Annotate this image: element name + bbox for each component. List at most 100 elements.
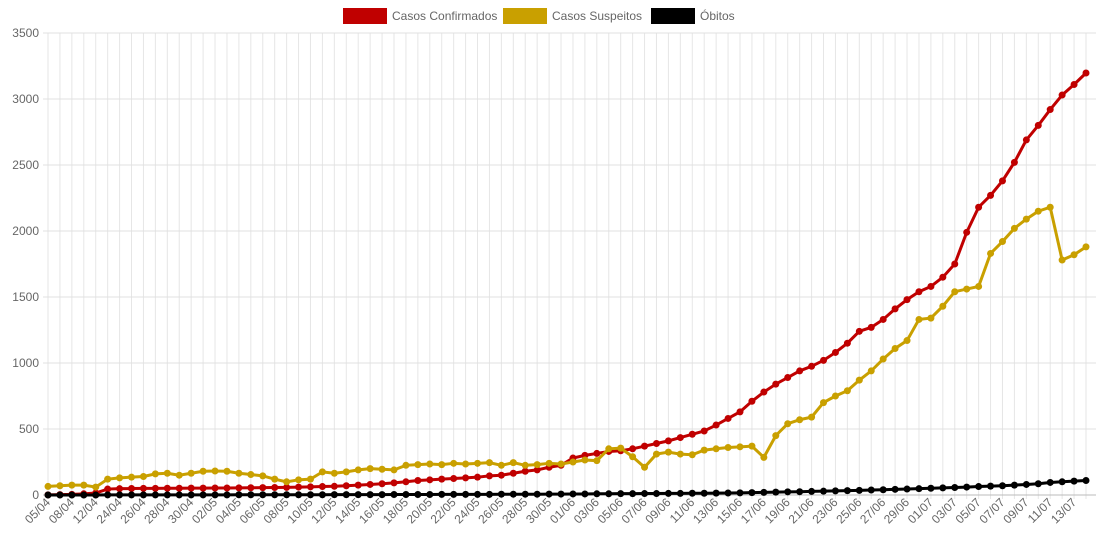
data-point (163, 469, 171, 477)
data-point (629, 453, 637, 461)
data-point (342, 491, 350, 499)
data-point (426, 476, 434, 484)
data-point (569, 490, 577, 498)
x-tick-label: 27/06 (857, 495, 888, 526)
data-point (462, 460, 470, 468)
data-point (605, 445, 613, 453)
data-point (760, 453, 768, 461)
data-point (736, 489, 744, 497)
data-point (617, 444, 625, 452)
data-point (235, 469, 243, 477)
data-point (820, 356, 828, 364)
data-point (235, 484, 243, 492)
data-point (796, 488, 804, 496)
y-tick-label: 3500 (12, 26, 39, 40)
data-point (879, 315, 887, 323)
data-point (879, 355, 887, 363)
x-tick-label: 02/05 (189, 495, 220, 526)
x-tick-label: 29/06 (881, 495, 912, 526)
data-point (724, 489, 732, 497)
data-point (318, 483, 326, 491)
data-point (1058, 478, 1066, 486)
data-point (939, 302, 947, 310)
data-point (474, 459, 482, 467)
data-point (175, 491, 183, 499)
data-point (485, 459, 493, 467)
data-point (820, 487, 828, 495)
data-point (509, 490, 517, 498)
data-point (963, 285, 971, 293)
data-point (593, 457, 601, 465)
data-point (306, 475, 314, 483)
data-point (414, 461, 422, 469)
data-point (1046, 203, 1054, 211)
data-point (831, 487, 839, 495)
x-tick-label: 10/05 (284, 495, 315, 526)
data-point (963, 483, 971, 491)
x-tick-label: 12/05 (308, 495, 339, 526)
data-point (998, 177, 1006, 185)
data-point (891, 344, 899, 352)
data-point (843, 487, 851, 495)
data-point (903, 485, 911, 493)
x-tick-label: 09/07 (1000, 495, 1031, 526)
data-point (509, 459, 517, 467)
data-point (1082, 69, 1090, 77)
data-point (378, 491, 386, 499)
data-point (390, 479, 398, 487)
data-point (450, 459, 458, 467)
x-tick-label: 11/06 (667, 495, 698, 526)
data-point (629, 490, 637, 498)
data-point (68, 481, 76, 489)
x-tick-label: 08/04 (46, 495, 77, 526)
data-point (915, 315, 923, 323)
data-point (545, 459, 553, 467)
data-point (56, 491, 64, 499)
data-point (271, 491, 279, 499)
data-point (664, 448, 672, 456)
data-point (139, 491, 147, 499)
data-point (462, 474, 470, 482)
data-point (688, 451, 696, 459)
legend-swatch (503, 8, 547, 24)
data-point (820, 399, 828, 407)
data-point (688, 430, 696, 438)
y-tick-label: 500 (19, 422, 39, 436)
data-point (330, 491, 338, 499)
data-point (557, 460, 565, 468)
data-point (664, 437, 672, 445)
x-tick-label: 05/04 (22, 495, 53, 526)
data-point (450, 475, 458, 482)
data-point (951, 260, 959, 268)
data-point (808, 487, 816, 495)
data-point (366, 465, 374, 473)
x-tick-label: 20/05 (404, 495, 435, 526)
data-point (139, 473, 147, 481)
data-point (104, 475, 112, 483)
data-point (891, 305, 899, 313)
data-point (80, 491, 88, 499)
data-point (927, 314, 935, 322)
data-point (283, 478, 291, 486)
data-point (867, 486, 875, 494)
data-point (772, 432, 780, 440)
data-point (724, 443, 732, 451)
data-point (927, 484, 935, 492)
data-point (92, 491, 100, 499)
data-point (641, 463, 649, 471)
data-point (1046, 478, 1054, 486)
data-point (784, 374, 792, 382)
data-point (796, 416, 804, 424)
x-tick-label: 17/06 (738, 495, 769, 526)
data-point (259, 472, 267, 480)
data-point (92, 483, 100, 491)
data-point (438, 461, 446, 469)
data-point (987, 191, 995, 199)
data-point (402, 478, 410, 486)
data-point (474, 490, 482, 498)
y-tick-label: 1500 (12, 290, 39, 304)
data-point (867, 323, 875, 331)
data-point (1034, 121, 1042, 129)
data-point (402, 461, 410, 469)
x-tick-label: 05/07 (953, 495, 984, 526)
